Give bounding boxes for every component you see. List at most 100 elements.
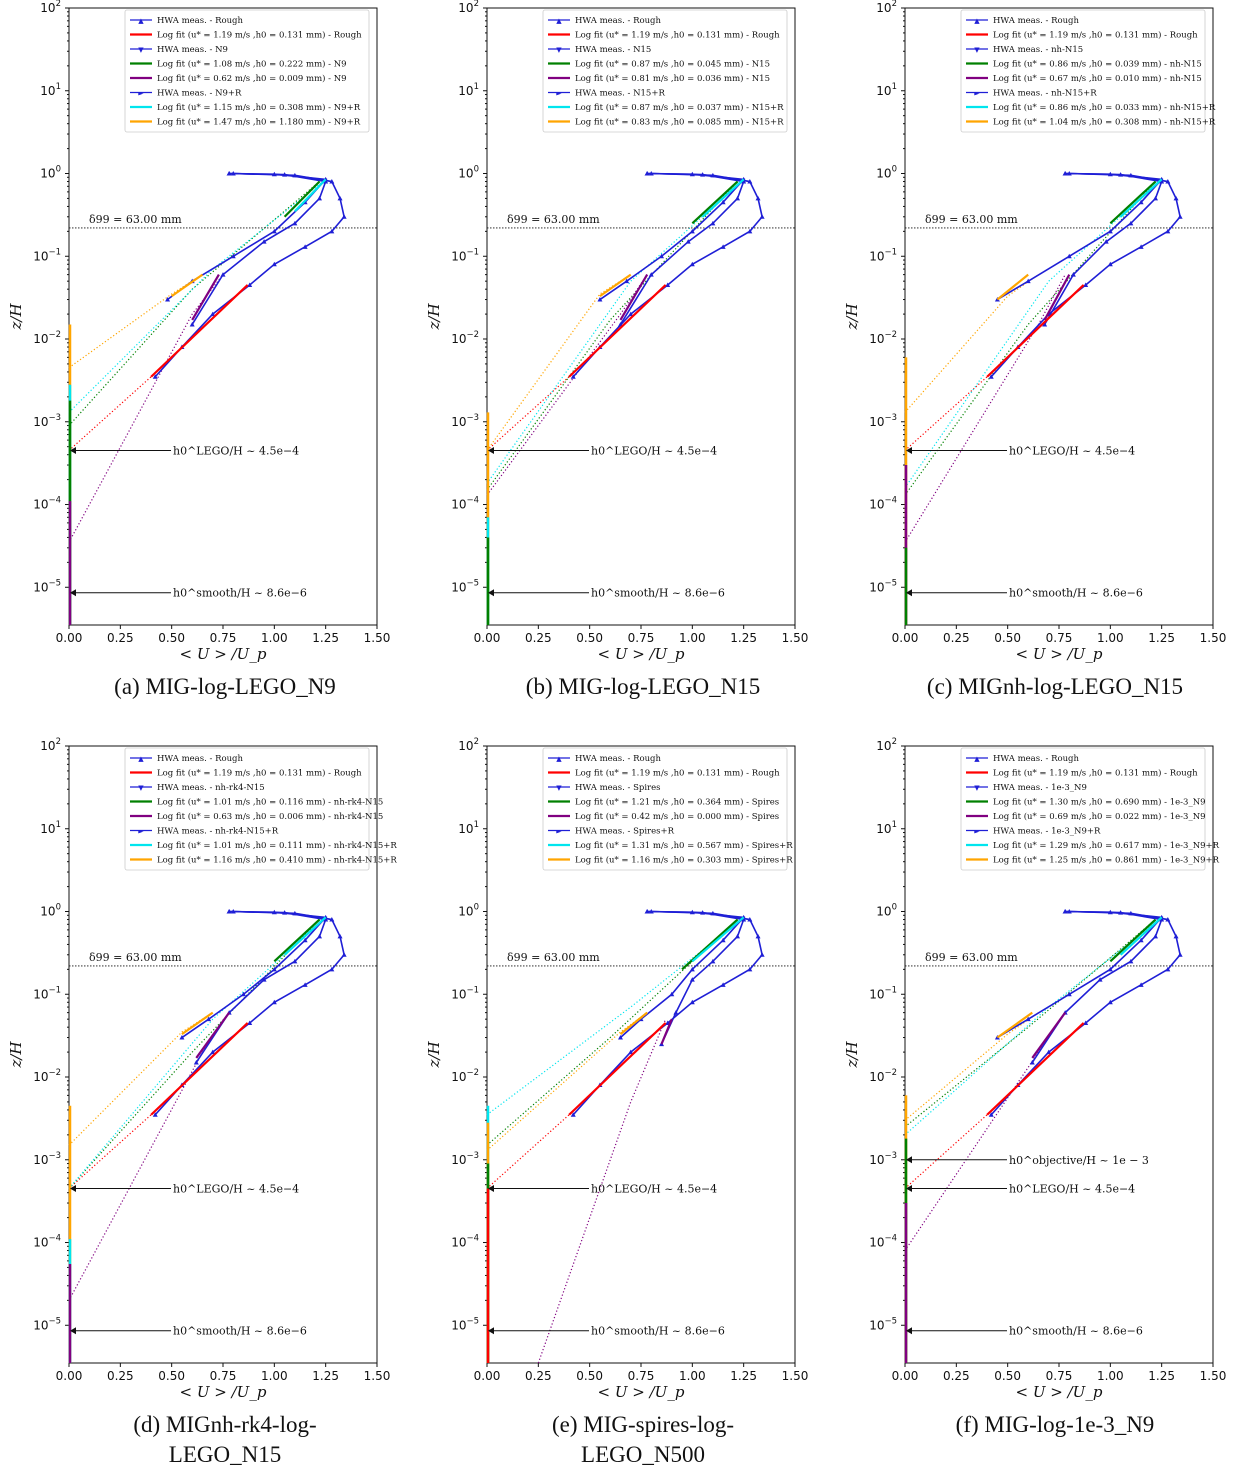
fit-extension-line	[904, 919, 1156, 1128]
hwa-marker	[241, 991, 247, 997]
y-tick-label: 10−5	[33, 578, 61, 594]
hwa-marker	[206, 1016, 212, 1022]
y-tick-label: 100	[876, 165, 897, 181]
hwa-marker	[226, 171, 232, 176]
log-fit-segment	[294, 178, 327, 212]
legend-label: HWA meas. - Rough	[993, 16, 1079, 26]
y-tick-label: 10−1	[869, 985, 897, 1001]
hwa-marker	[329, 917, 335, 922]
log-fit-segment	[150, 284, 249, 378]
h0-lego-arrowhead	[70, 446, 76, 454]
legend-label: Log fit (u* = 1.16 m/s ,h0 = 0.410 mm) -…	[157, 855, 397, 866]
panel-f: 0.00 0.25 0.50 0.75 1.00 1.25 1.50 10−5 10−4 10−3…	[843, 737, 1239, 1401]
legend-label: HWA meas. - N9	[157, 45, 228, 55]
hwa-marker	[747, 179, 753, 184]
hwa-marker	[1062, 909, 1068, 914]
x-tick-label: 0.75	[1046, 1369, 1073, 1383]
delta99-label: δ99 = 63.00 mm	[507, 213, 600, 226]
y-axis-label: z/H	[7, 303, 25, 331]
legend-box	[542, 9, 788, 133]
x-tick-label: 0.25	[525, 631, 552, 645]
x-tick-label: 1.50	[1200, 1369, 1227, 1383]
x-tick-label: 1.00	[261, 1369, 288, 1383]
hwa-marker	[689, 909, 695, 915]
x-tick-label: 1.25	[1148, 1369, 1175, 1383]
legend-label: HWA meas. - N9+R	[157, 89, 242, 99]
legend-label: Log fit (u* = 0.81 m/s ,h0 = 0.036 mm) -…	[575, 73, 770, 84]
log-fit-segment	[1119, 916, 1163, 956]
hwa-measurement-line	[996, 172, 1164, 301]
chart-a: 0.00 0.25 0.50 0.75 1.00 1.25 1.50 10−5 10−4 10−3…	[7, 0, 391, 663]
y-tick-label: 102	[876, 0, 897, 15]
x-tick-label: 0.00	[892, 1369, 919, 1383]
y-tick-label: 10−1	[33, 247, 61, 263]
y-tick-label: 10−4	[451, 1234, 479, 1250]
h0-lego-arrowhead	[70, 1184, 76, 1192]
legend-label: Log fit (u* = 1.08 m/s ,h0 = 0.222 mm) -…	[157, 59, 347, 70]
log-fit-segment	[195, 1011, 231, 1059]
chart-e: 0.00 0.25 0.50 0.75 1.00 1.25 1.50 10−5 10−4 10−3…	[425, 737, 809, 1401]
y-tick-label: 100	[40, 903, 61, 919]
x-tick-label: 0.50	[158, 631, 185, 645]
hwa-marker	[1107, 171, 1113, 177]
y-tick-label: 101	[458, 820, 479, 836]
legend-label: HWA meas. - N15+R	[575, 89, 665, 99]
x-tick-label: 1.50	[364, 631, 391, 645]
y-tick-label: 101	[876, 820, 897, 836]
legend-label: HWA meas. - nh-N15+R	[993, 89, 1097, 99]
log-fit-segment	[701, 178, 745, 218]
legend-label: Log fit (u* = 1.21 m/s ,h0 = 0.364 mm) -…	[575, 797, 779, 808]
x-tick-label: 1.50	[782, 1369, 809, 1383]
hwa-marker	[759, 214, 765, 219]
hwa-marker	[341, 952, 347, 957]
log-fit-segment	[691, 916, 745, 963]
legend-box	[542, 747, 788, 871]
hwa-marker	[1165, 228, 1171, 234]
x-tick-label: 1.50	[1200, 631, 1227, 645]
hwa-marker	[247, 1020, 253, 1025]
hwa-measurement-line	[599, 172, 746, 301]
hwa-marker	[1165, 179, 1171, 184]
legend-label: Log fit (u* = 1.04 m/s ,h0 = 0.308 mm) -…	[993, 117, 1216, 128]
legend-marker: ▼	[974, 784, 980, 792]
y-tick-label: 10−4	[33, 1234, 61, 1250]
hwa-marker	[337, 933, 343, 939]
fit-extension-line	[904, 274, 1039, 413]
y-tick-label: 10−4	[33, 496, 61, 512]
hwa-marker	[1107, 228, 1113, 234]
log-fit-segment	[986, 1022, 1085, 1116]
hwa-marker	[247, 282, 253, 287]
legend-label: Log fit (u* = 1.25 m/s ,h0 = 0.861 mm) -…	[993, 855, 1220, 866]
hwa-marker	[720, 199, 726, 205]
x-tick-label: 0.25	[107, 1369, 134, 1383]
hwa-marker	[759, 952, 765, 957]
legend-marker: ►	[974, 90, 980, 98]
y-tick-label: 10−2	[869, 1068, 897, 1084]
y-tick-label: 10−2	[33, 330, 61, 346]
log-fit-segment	[599, 273, 632, 298]
fit-extension-line	[904, 1012, 1039, 1121]
legend-label: Log fit (u* = 0.87 m/s ,h0 = 0.037 mm) -…	[575, 102, 784, 113]
panel-c: 0.00 0.25 0.50 0.75 1.00 1.25 1.50 10−5 10−4 10−3…	[843, 0, 1239, 663]
legend-label: Log fit (u* = 0.62 m/s ,h0 = 0.009 mm) -…	[157, 73, 347, 84]
x-tick-label: 0.00	[56, 631, 83, 645]
legend-label: Log fit (u* = 1.19 m/s ,h0 = 0.131 mm) -…	[157, 30, 362, 41]
panel-e: 0.00 0.25 0.50 0.75 1.00 1.25 1.50 10−5 10−4 10−3…	[425, 737, 828, 1401]
chart-f: 0.00 0.25 0.50 0.75 1.00 1.25 1.50 10−5 10−4 10−3…	[843, 737, 1227, 1401]
h0-smooth-label: h0^smooth/H ~ 8.6e−6	[1009, 1325, 1143, 1338]
hwa-marker	[1165, 966, 1171, 972]
x-tick-label: 0.25	[943, 631, 970, 645]
hwa-marker	[689, 171, 695, 177]
fit-extension-line	[68, 919, 320, 1189]
hwa-marker	[570, 374, 576, 379]
delta99-label: δ99 = 63.00 mm	[925, 213, 1018, 226]
log-fit-segment	[171, 273, 204, 298]
hwa-marker	[597, 297, 603, 302]
legend-label: Log fit (u* = 1.01 m/s ,h0 = 0.111 mm) -…	[157, 840, 397, 851]
h0-objective-arrowhead	[906, 1156, 912, 1164]
log-fit-segment	[1043, 274, 1071, 321]
legend-label: Log fit (u* = 1.19 m/s ,h0 = 0.131 mm) -…	[575, 30, 780, 41]
hwa-marker	[317, 933, 323, 939]
legend-marker: ▼	[138, 46, 144, 54]
delta99-label: δ99 = 63.00 mm	[89, 951, 182, 964]
